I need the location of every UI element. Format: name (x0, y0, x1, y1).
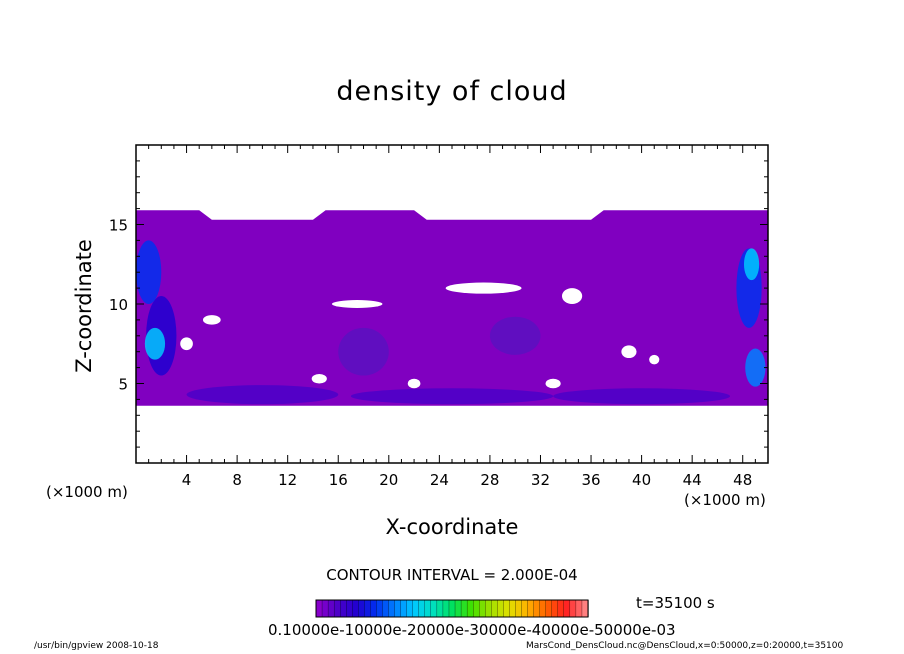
colorbar-cell (557, 599, 565, 618)
contour-interval: CONTOUR INTERVAL = 2.000E-04 (326, 566, 578, 584)
cloud-gap (561, 288, 583, 304)
cloud-patch (350, 388, 554, 405)
colorbar-cell (315, 599, 323, 618)
cloud-patch (553, 388, 731, 405)
cloud-patch (338, 327, 389, 376)
colorbar-cell (509, 599, 517, 618)
colorbar-cell (340, 599, 347, 618)
colorbar-cell (333, 599, 341, 618)
colorbar-cell (418, 599, 426, 618)
colorbar-frame (315, 599, 589, 618)
colorbar-cell (321, 599, 329, 618)
colorbar-cell (539, 599, 547, 618)
cloud-gap (407, 378, 421, 389)
colorbar-cell (454, 599, 462, 618)
colorbar-cell (327, 599, 335, 618)
colorbar-cell (521, 599, 529, 618)
colorbar-cell (442, 599, 450, 618)
colorbar-cell (491, 599, 498, 618)
colorbar-cell (430, 599, 438, 618)
x-tick-label: 36 (581, 471, 600, 489)
chart-title: density of cloud (336, 76, 568, 107)
x-tick-label: 28 (480, 471, 499, 489)
colorbar-cell (503, 599, 511, 618)
x-unit-right: (×1000 m) (684, 491, 766, 509)
y-tick-label: 5 (118, 376, 128, 394)
y-tick-label: 10 (109, 296, 128, 314)
cloud-gap (202, 315, 221, 325)
colorbar-cell (382, 599, 390, 618)
colorbar-cell (545, 599, 553, 618)
x-tick-label: 24 (430, 471, 449, 489)
colorbar-cell (424, 599, 432, 618)
x-tick-label: 8 (232, 471, 242, 489)
colorbar-cell (563, 599, 571, 618)
x-tick-label: 16 (329, 471, 348, 489)
colorbar-cell (394, 599, 402, 618)
cloud-patch (186, 385, 339, 405)
cloud-gap (621, 345, 637, 359)
cloud-gap (445, 282, 522, 294)
y-axis-label: Z-coordinate (72, 239, 96, 373)
time-label: t=35100 s (636, 594, 715, 612)
colorbar-cell (406, 599, 414, 618)
x-tick-label: 4 (182, 471, 192, 489)
cloud-density-field (136, 210, 768, 406)
cloud-patch (136, 240, 162, 304)
x-tick-label: 32 (531, 471, 550, 489)
colorbar-cell (515, 599, 523, 618)
x-tick-label: 12 (278, 471, 297, 489)
colorbar-cell (352, 599, 359, 618)
colorbar-cell (412, 599, 420, 618)
colorbar-cell (358, 599, 366, 618)
x-tick-label: 48 (733, 471, 752, 489)
colorbar-cell (388, 599, 396, 618)
y-tick-label: 15 (109, 217, 128, 235)
colorbar-cell (569, 599, 577, 618)
colorbar-cell (479, 599, 486, 618)
colorbar-cell (370, 599, 378, 618)
cloud-gap (545, 378, 561, 389)
cloud-patch (745, 348, 766, 387)
y-ticks: 5 10 15 (109, 160, 768, 448)
colorbar-cell (346, 599, 353, 618)
colorbar-cell (527, 599, 535, 618)
colorbar-cell (364, 599, 372, 618)
colorbar-labels: 0.10000e-10000e-20000e-30000e-40000e-500… (268, 621, 676, 639)
colorbar-cell (460, 599, 468, 618)
x-axis-label: X-coordinate (385, 515, 519, 539)
colorbar-cell (551, 599, 559, 618)
cloud-gap (180, 337, 193, 351)
footer-right: MarsCond_DensCloud.nc@DensCloud,x=0:5000… (526, 641, 844, 651)
cloud-gap (331, 300, 383, 308)
colorbar (315, 599, 589, 618)
cloud-patch (489, 316, 541, 355)
x-ticks: 4 8 12 16 20 24 28 32 36 40 44 48 (148, 145, 756, 489)
colorbar-cell (575, 599, 583, 618)
colorbar-cell (497, 599, 505, 618)
cloud-gap (311, 373, 327, 384)
x-tick-label: 20 (379, 471, 398, 489)
colorbar-cell (466, 599, 474, 618)
x-tick-label: 40 (632, 471, 651, 489)
colorbar-cell (436, 599, 444, 618)
colorbar-cell (533, 599, 541, 618)
colorbar-cell (448, 599, 456, 618)
x-tick-label: 44 (683, 471, 702, 489)
footer-left: /usr/bin/gpview 2008-10-18 (34, 641, 159, 651)
colorbar-cell (400, 599, 408, 618)
x-unit-left: (×1000 m) (46, 483, 128, 501)
colorbar-cell (473, 599, 480, 618)
cloud-region (136, 210, 768, 406)
cloud-patch (743, 248, 760, 281)
colorbar-cell (485, 599, 492, 618)
cloud-patch (144, 327, 166, 360)
colorbar-cell (376, 599, 384, 618)
cloud-gap (649, 354, 660, 365)
